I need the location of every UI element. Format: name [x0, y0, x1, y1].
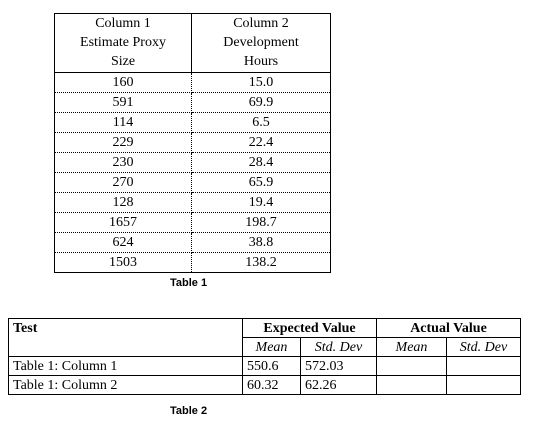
col2-header-line: Hours — [191, 52, 331, 73]
col1-header-line: Estimate Proxy — [54, 33, 192, 52]
table-row: Table 1: Column 2 60.32 62.26 — [8, 375, 521, 395]
table-row: 624 38.8 — [54, 232, 331, 253]
test-name-cell: Table 1: Column 2 — [8, 375, 243, 395]
dev-hours-cell: 15.0 — [191, 72, 331, 93]
col1-header-line: Size — [54, 52, 192, 73]
actual-mean-cell — [376, 375, 447, 395]
table-1-header-row: Size Hours — [54, 52, 331, 73]
dev-hours-cell: 38.8 — [191, 232, 331, 253]
expected-std-cell: 62.26 — [300, 375, 377, 395]
proxy-size-cell: 591 — [54, 92, 192, 113]
table-1-header-row: Column 1 Column 2 — [54, 13, 331, 33]
proxy-size-cell: 624 — [54, 232, 192, 253]
dev-hours-cell: 69.9 — [191, 92, 331, 113]
table-row: 1503 138.2 — [54, 252, 331, 273]
test-column-spacer — [8, 337, 243, 357]
dev-hours-cell: 28.4 — [191, 152, 331, 173]
test-column-header: Test — [8, 318, 243, 338]
table-2-header-row: Test Expected Value Actual Value — [8, 318, 521, 338]
col2-header-line: Column 2 — [191, 13, 331, 33]
table-2: Test Expected Value Actual Value Mean St… — [8, 318, 521, 395]
table-1: Column 1 Column 2 Estimate Proxy Develop… — [54, 13, 331, 273]
actual-mean-header: Mean — [376, 337, 447, 357]
proxy-size-cell: 270 — [54, 172, 192, 193]
table-row: 229 22.4 — [54, 132, 331, 153]
table-1-caption: Table 1 — [170, 277, 208, 289]
proxy-size-cell: 229 — [54, 132, 192, 153]
expected-value-header: Expected Value — [242, 318, 377, 338]
col1-header-line: Column 1 — [54, 13, 192, 33]
col2-header-line: Development — [191, 33, 331, 52]
table-row: 114 6.5 — [54, 112, 331, 133]
proxy-size-cell: 1503 — [54, 252, 192, 273]
actual-std-cell — [446, 356, 521, 376]
dev-hours-cell: 19.4 — [191, 192, 331, 213]
dev-hours-cell: 22.4 — [191, 132, 331, 153]
table-2-caption: Table 2 — [170, 405, 208, 417]
table-row: Table 1: Column 1 550.6 572.03 — [8, 356, 521, 376]
proxy-size-cell: 230 — [54, 152, 192, 173]
proxy-size-cell: 1657 — [54, 212, 192, 233]
expected-mean-header: Mean — [242, 337, 301, 357]
dev-hours-cell: 6.5 — [191, 112, 331, 133]
proxy-size-cell: 128 — [54, 192, 192, 213]
table-row: 128 19.4 — [54, 192, 331, 213]
actual-std-header: Std. Dev — [446, 337, 521, 357]
table-1-header-row: Estimate Proxy Development — [54, 33, 331, 52]
dev-hours-cell: 198.7 — [191, 212, 331, 233]
expected-mean-cell: 60.32 — [242, 375, 301, 395]
proxy-size-cell: 160 — [54, 72, 192, 93]
table-row: 160 15.0 — [54, 72, 331, 93]
table-2-subheader-row: Mean Std. Dev Mean Std. Dev — [8, 337, 521, 357]
dev-hours-cell: 138.2 — [191, 252, 331, 273]
actual-mean-cell — [376, 356, 447, 376]
proxy-size-cell: 114 — [54, 112, 192, 133]
expected-std-cell: 572.03 — [300, 356, 377, 376]
table-row: 1657 198.7 — [54, 212, 331, 233]
table-row: 270 65.9 — [54, 172, 331, 193]
expected-std-header: Std. Dev — [300, 337, 377, 357]
actual-value-header: Actual Value — [376, 318, 521, 338]
table-row: 230 28.4 — [54, 152, 331, 173]
actual-std-cell — [446, 375, 521, 395]
test-name-cell: Table 1: Column 1 — [8, 356, 243, 376]
table-row: 591 69.9 — [54, 92, 331, 113]
table-1-body: 160 15.0 591 69.9 114 6.5 229 22.4 230 28.4 270 65.… — [54, 72, 331, 273]
dev-hours-cell: 65.9 — [191, 172, 331, 193]
expected-mean-cell: 550.6 — [242, 356, 301, 376]
